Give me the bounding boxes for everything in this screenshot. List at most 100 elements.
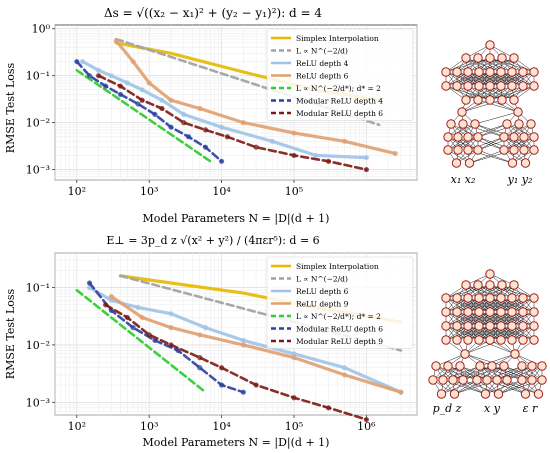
data-point [168, 311, 174, 317]
y-axis-label: RMSE Test Loss [4, 62, 17, 153]
network-edge [500, 71, 535, 87]
data-point [117, 83, 123, 89]
network-node [520, 389, 531, 399]
network-node [451, 158, 462, 168]
network-node [496, 293, 506, 303]
network-node [461, 280, 471, 290]
network-edge [445, 57, 479, 73]
data-point [152, 111, 158, 117]
network-edge [477, 149, 513, 164]
network-node [463, 132, 473, 142]
data-point [218, 382, 225, 388]
y-tick-label: 10⁻³ [26, 396, 50, 409]
chart-title: Δs = √((x₂ − x₁)² + (y₂ − y₁)²): d = 4 [104, 6, 322, 20]
network-edge [503, 123, 532, 138]
network-node [496, 81, 506, 91]
data-point [139, 314, 145, 321]
network-node [441, 81, 451, 91]
network-input-label: ε r [523, 402, 538, 415]
network-edge [435, 353, 466, 367]
network-node [461, 53, 471, 63]
network-edge [445, 297, 480, 313]
data-point [253, 144, 259, 150]
data-point [103, 302, 109, 308]
network-edge [454, 379, 488, 395]
network-node [474, 335, 484, 345]
data-point [86, 280, 93, 286]
network-edge [467, 311, 502, 327]
network-node [507, 158, 518, 168]
network-node [485, 40, 495, 50]
data-point [95, 73, 102, 79]
data-point [313, 152, 319, 159]
network-edge [501, 85, 535, 101]
network-node [514, 119, 524, 129]
network-node [482, 375, 492, 385]
data-point [342, 138, 348, 144]
data-marks [75, 274, 404, 423]
network-node [518, 321, 528, 331]
network-edge [459, 365, 488, 381]
network-node [485, 307, 495, 317]
data-point [159, 97, 165, 103]
network-node [507, 67, 517, 77]
network-node [485, 95, 495, 105]
data-point [291, 351, 297, 357]
network-node [509, 132, 519, 142]
network-node [463, 293, 473, 303]
series-line [75, 60, 223, 163]
network-node [463, 81, 473, 91]
network-node [497, 95, 507, 105]
network-edge [462, 365, 505, 381]
network-edge [435, 365, 464, 381]
data-point [291, 152, 297, 159]
data-point [363, 166, 369, 173]
network-node [474, 307, 484, 317]
network-node [475, 361, 485, 371]
network-node [518, 335, 528, 345]
network-node [480, 389, 491, 399]
legend-box [266, 256, 414, 349]
network-edge [496, 379, 526, 395]
network-edge [489, 325, 524, 341]
network-node [499, 145, 509, 155]
x-tick-label: 10² [68, 185, 86, 198]
network-edge [456, 297, 491, 313]
network-edge [462, 379, 499, 395]
data-point [135, 101, 141, 107]
data-point [218, 365, 225, 371]
network-node [443, 361, 453, 371]
network-node [452, 321, 462, 331]
data-point [185, 134, 192, 140]
data-point [202, 144, 209, 150]
x-tick-label: 10⁵ [285, 420, 303, 433]
network-node [493, 389, 504, 399]
chart-bottom: E⊥ = 3p_d z √(x² + y²) / (4πεr⁵): d = 6 … [4, 234, 418, 450]
network-edge [478, 57, 515, 73]
network-node [474, 321, 484, 331]
data-point [197, 365, 203, 371]
network-node [507, 321, 517, 331]
data-point [74, 58, 80, 65]
network-node [452, 81, 462, 91]
network-edge [477, 99, 519, 113]
network-node [510, 349, 520, 359]
network-edge [477, 284, 513, 299]
network-edge [447, 136, 479, 151]
network-node [519, 145, 529, 155]
legend-label: ReLU depth 6 [296, 72, 349, 81]
data-point [113, 38, 119, 44]
legend-label: Modular ReLU depth 4 [296, 97, 383, 106]
network-input-label: x₁ x₂ [451, 173, 476, 186]
network-node [529, 81, 539, 91]
network-edge [478, 339, 516, 355]
legend-label: Modular ReLU depth 6 [296, 325, 383, 334]
data-point [79, 58, 86, 65]
network-edge [441, 379, 478, 395]
network-input-label: x y [484, 402, 501, 415]
network-node [529, 321, 539, 331]
network-edge [503, 136, 535, 151]
network-edge [450, 123, 479, 138]
network-edge [486, 365, 523, 381]
legend: Simplex Interpolation L ∝ N^(−2/d) ReLU de… [266, 256, 414, 349]
